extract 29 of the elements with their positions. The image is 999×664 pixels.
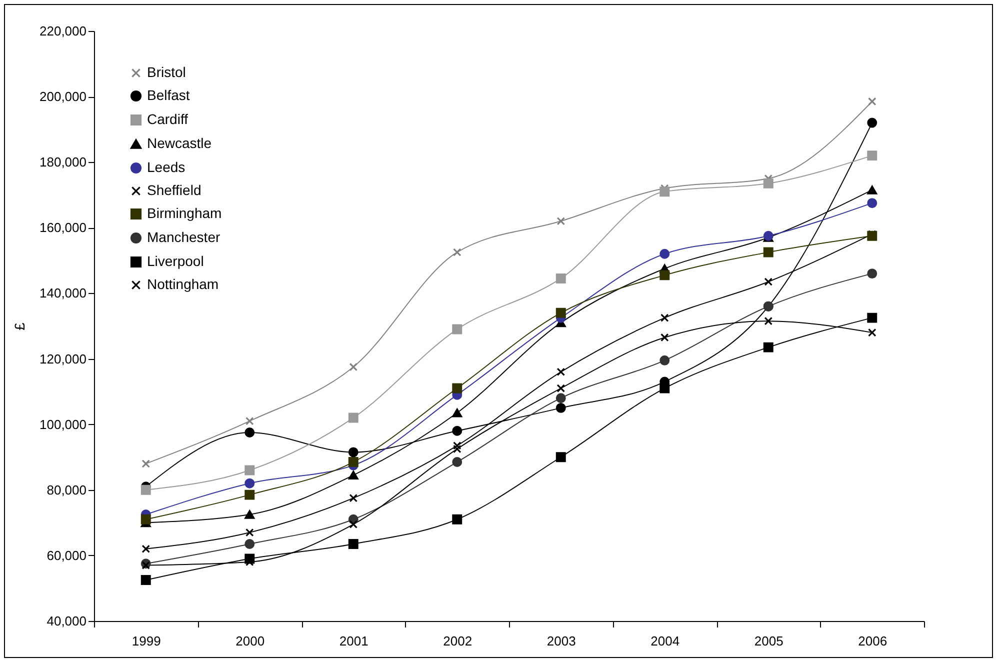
legend-label: Sheffield xyxy=(147,182,202,198)
legend-label: Bristol xyxy=(147,64,186,80)
legend-label: Manchester xyxy=(147,229,220,245)
y-tick-label: 100,000 xyxy=(40,416,86,432)
y-tick-label: 140,000 xyxy=(40,286,86,301)
legend-label: Liverpool xyxy=(147,253,204,269)
x-tick-label: 1999 xyxy=(132,634,161,648)
x-tick-label: 2003 xyxy=(546,634,576,648)
y-tick-label: 60,000 xyxy=(46,548,86,563)
y-tick-label: 40,000 xyxy=(46,614,86,628)
legend-label: Newcastle xyxy=(147,135,212,151)
y-axis-title: £ xyxy=(12,322,28,330)
x-tick-label: 2004 xyxy=(650,634,680,648)
legend-label: Cardiff xyxy=(147,111,188,127)
y-tick-label: 80,000 xyxy=(46,482,86,498)
legend-label: Belfast xyxy=(147,87,190,103)
legend-label: Leeds xyxy=(147,159,186,175)
y-tick-label: 160,000 xyxy=(40,220,86,236)
x-tick-label: 2006 xyxy=(858,634,888,648)
x-tick-label: 2005 xyxy=(754,634,784,648)
y-tick-label: 120,000 xyxy=(40,351,86,366)
y-tick-label: 180,000 xyxy=(40,154,86,170)
y-tick-label: 200,000 xyxy=(40,89,86,104)
x-tick-label: 2002 xyxy=(443,634,472,648)
x-tick-label: 2000 xyxy=(236,634,265,648)
x-tick-label: 2001 xyxy=(339,634,368,648)
y-tick-label: 220,000 xyxy=(40,24,86,38)
legend-label: Birmingham xyxy=(147,205,222,221)
legend-label: Nottingham xyxy=(147,276,219,292)
